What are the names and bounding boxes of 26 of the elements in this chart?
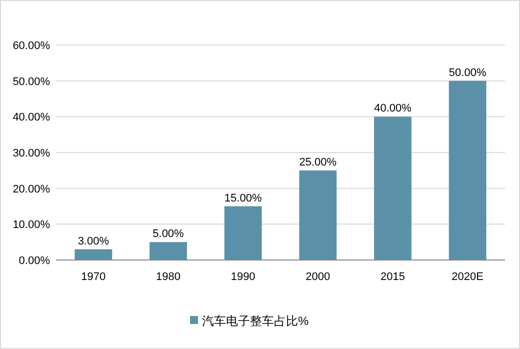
bar [224,206,262,260]
x-tick-label: 1970 [81,271,106,283]
data-label: 25.00% [299,156,337,168]
legend: 汽车电子整车占比% [190,314,309,328]
y-tick-label: 60.00% [12,40,50,52]
data-label: 40.00% [374,102,412,115]
y-tick-label: 40.00% [12,112,50,124]
y-tick-label: 30.00% [12,148,50,160]
x-tick-label: 2015 [380,271,405,283]
y-tick-label: 10.00% [12,219,50,232]
x-tick-label: 2020E [452,271,484,283]
data-label: 3.00% [78,235,110,248]
data-label: 5.00% [152,228,184,240]
x-tick-label: 1990 [230,271,256,283]
x-tick-label: 1980 [156,271,180,283]
y-tick-label: 50.00% [12,76,50,88]
bar [150,242,187,260]
data-label: 50.00% [448,66,486,79]
data-label: 15.00% [224,192,262,204]
y-tick-label: 20.00% [12,183,50,196]
bar [374,116,412,260]
bar [74,249,112,260]
bar [299,170,337,260]
bar [448,80,486,260]
y-tick-label: 0.00% [18,255,50,267]
x-tick-label: 2000 [306,271,330,283]
